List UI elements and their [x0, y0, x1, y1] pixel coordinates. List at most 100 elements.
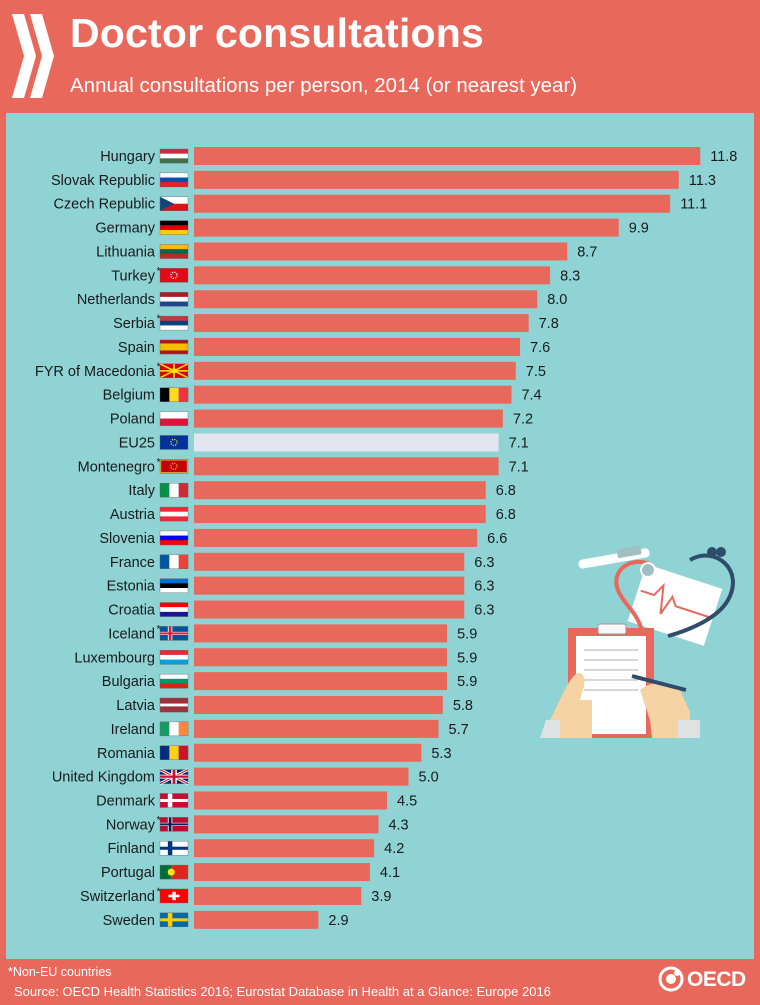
chevron-logo-icon [12, 14, 54, 98]
bar-row-iceland: Iceland * 5.9 [108, 623, 477, 643]
flag-portugal-icon [159, 864, 189, 880]
category-label: Bulgaria [102, 674, 156, 690]
bar-row-serbia: Serbia * 7.8 [113, 313, 559, 333]
bar-latvia [194, 696, 443, 715]
category-label: Portugal [101, 865, 155, 881]
bar-portugal [194, 863, 370, 882]
category-label: Spain [118, 340, 155, 356]
value-label: 5.8 [453, 698, 473, 714]
flag-hungary-icon [159, 148, 189, 164]
flag-france-icon [159, 554, 189, 569]
flag-slovak-republic-icon [159, 172, 189, 188]
value-label: 5.9 [457, 674, 477, 690]
bar-row-netherlands: Netherlands 8.0 [77, 290, 567, 309]
value-label: 8.7 [577, 244, 597, 260]
bar-row-denmark: Denmark 4.5 [96, 791, 417, 810]
flag-serbia-icon [159, 315, 189, 331]
flag-netherlands-icon [159, 292, 189, 307]
bar-italy [194, 481, 486, 500]
value-label: 7.2 [513, 412, 533, 428]
value-label: 11.1 [680, 197, 707, 213]
value-label: 4.1 [380, 865, 400, 881]
bar-row-lithuania: Lithuania 8.7 [96, 242, 597, 261]
flag-iceland-icon [159, 626, 189, 641]
bar-row-fyr-of-macedonia: FYR of Macedonia * 7.5 [35, 361, 546, 380]
value-label: 6.8 [496, 507, 516, 523]
flag-belgium-icon [159, 387, 189, 402]
bar-montenegro [194, 457, 499, 476]
footnote: *Non-EU countries [8, 965, 112, 979]
bar-poland [194, 409, 503, 428]
category-label: Iceland [108, 626, 155, 642]
bar-row-hungary: Hungary 11.8 [100, 147, 737, 165]
value-label: 6.8 [496, 483, 516, 499]
category-label: Romania [97, 746, 156, 762]
bar-row-slovak-republic: Slovak Republic 11.3 [51, 170, 716, 189]
bar-row-switzerland: Switzerland * 3.9 [80, 886, 391, 905]
bar-germany [194, 218, 619, 237]
bar-row-spain: Spain 7.6 [118, 337, 550, 356]
bar-sweden [194, 910, 319, 929]
oecd-brand: OECD [687, 968, 746, 991]
value-label: 8.0 [547, 292, 567, 308]
value-label: 7.6 [530, 340, 550, 356]
bar-row-turkey: Turkey * 8.3 [111, 265, 580, 285]
bar-norway [194, 815, 379, 834]
bar-row-austria: Austria 6.8 [110, 505, 516, 524]
bar-row-bulgaria: Bulgaria 5.9 [102, 672, 477, 691]
flag-norway-icon [159, 817, 189, 832]
category-label: Serbia [113, 316, 156, 332]
flag-fyr-of-macedonia-icon [159, 363, 189, 379]
value-label: 7.8 [539, 316, 559, 332]
flag-denmark-icon [159, 793, 189, 808]
bar-row-united-kingdom: United Kingdom 5.0 [52, 767, 439, 786]
category-label: United Kingdom [52, 770, 155, 786]
value-label: 6.3 [474, 603, 494, 619]
flag-united-kingdom-icon [159, 768, 189, 785]
bar-bulgaria [194, 672, 448, 691]
flag-slovenia-icon [159, 530, 189, 546]
value-label: 2.9 [328, 913, 348, 929]
bar-row-ireland: Ireland 5.7 [111, 719, 469, 738]
category-label: Denmark [96, 793, 156, 809]
bar-ireland [194, 719, 439, 738]
flag-ireland-icon [159, 721, 189, 737]
source-note: Source: OECD Health Statistics 2016; Eur… [14, 984, 551, 999]
bar-denmark [194, 791, 388, 810]
bar-row-croatia: Croatia 6.3 [108, 600, 494, 619]
flag-spain-icon [159, 339, 189, 355]
bar-row-luxembourg: Luxembourg 5.9 [74, 648, 477, 667]
non-eu-marker: * [157, 623, 162, 635]
value-label: 6.3 [474, 579, 494, 595]
bar-row-belgium: Belgium 7.4 [103, 385, 542, 404]
category-label: Poland [110, 412, 155, 428]
flag-czech-republic-icon [159, 196, 189, 211]
flag-luxembourg-icon [159, 650, 189, 665]
bar-row-slovenia: Slovenia 6.6 [99, 528, 507, 547]
flag-eu25-icon [159, 435, 189, 450]
non-eu-marker: * [157, 456, 162, 468]
flag-lithuania-icon [159, 244, 189, 259]
flag-bulgaria-icon [159, 673, 189, 689]
bar-hungary [194, 147, 701, 165]
category-label: Netherlands [77, 292, 155, 308]
value-label: 5.3 [431, 746, 451, 762]
bar-estonia [194, 576, 465, 595]
medical-illustration-icon [540, 545, 735, 738]
bar-row-italy: Italy 6.8 [128, 481, 516, 500]
category-label: Slovak Republic [51, 173, 155, 189]
bar-row-norway: Norway * 4.3 [106, 814, 409, 834]
value-label: 11.3 [689, 173, 716, 189]
header: Doctor consultations Annual consultation… [0, 0, 760, 113]
category-label: Switzerland [80, 889, 155, 905]
flag-estonia-icon [159, 578, 189, 593]
bar-slovak-republic [194, 170, 679, 189]
bar-finland [194, 839, 375, 858]
flag-montenegro-icon [159, 459, 189, 474]
category-label: Sweden [103, 913, 155, 929]
bar-row-portugal: Portugal 4.1 [101, 863, 400, 882]
flag-croatia-icon [159, 602, 189, 617]
category-label: Montenegro [78, 459, 155, 475]
bar-row-czech-republic: Czech Republic 11.1 [53, 194, 707, 213]
category-label: Czech Republic [53, 197, 155, 213]
